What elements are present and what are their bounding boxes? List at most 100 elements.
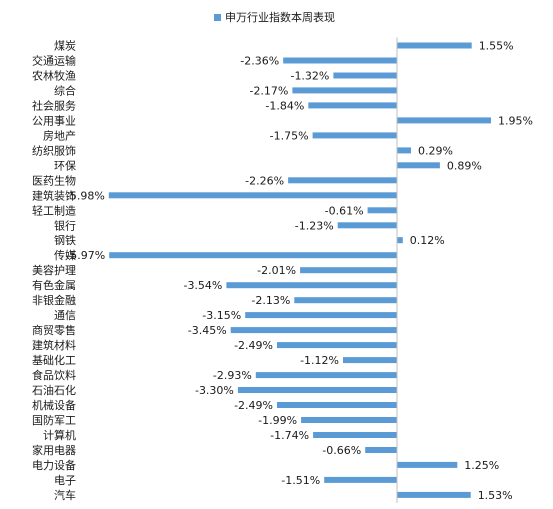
category-label: 家用电器	[32, 443, 76, 457]
category-label: 电力设备	[32, 458, 76, 472]
bar	[288, 177, 397, 184]
category-label: 基础化工	[32, 353, 76, 367]
bar	[230, 327, 397, 334]
category-label: 综合	[54, 83, 76, 97]
bar	[255, 372, 397, 379]
category-label: 机械设备	[32, 398, 76, 412]
category-label: 交通运输	[32, 53, 76, 67]
bar	[300, 267, 397, 274]
category-label: 非银金融	[32, 293, 76, 307]
category-label: 银行	[54, 218, 76, 232]
value-label: -2.36%	[240, 54, 279, 67]
bar	[294, 297, 397, 304]
bar	[292, 87, 397, 94]
category-label: 环保	[54, 158, 76, 172]
value-label: -3.30%	[195, 384, 234, 397]
category-label: 建筑材料	[32, 338, 76, 352]
legend-swatch	[214, 14, 221, 21]
bar	[397, 491, 471, 498]
category-label: 社会服务	[32, 98, 76, 112]
value-label: -2.01%	[257, 264, 296, 277]
bars	[108, 42, 491, 498]
category-label: 有色金属	[32, 278, 76, 292]
value-label: -2.93%	[213, 369, 252, 382]
legend: 申万行业指数本周表现	[214, 10, 335, 24]
value-label: -2.49%	[234, 339, 273, 352]
bar	[343, 357, 397, 364]
value-label: -2.26%	[245, 174, 284, 187]
bar	[397, 237, 403, 244]
bar	[312, 132, 397, 139]
bar	[308, 102, 397, 109]
category-label: 计算机	[43, 428, 76, 442]
category-label: 煤炭	[54, 40, 76, 53]
bar	[277, 402, 397, 408]
value-label: -5.98%	[66, 189, 105, 202]
category-label: 美容护理	[32, 263, 76, 277]
bar	[397, 461, 458, 468]
bar	[301, 417, 397, 423]
value-label: -0.61%	[325, 204, 364, 217]
bar	[226, 282, 397, 289]
bar	[277, 342, 397, 349]
value-labels: 1.55% -2.36% -1.32%-2.17% -1.84% 1.95% -1.75%…	[66, 40, 533, 502]
bar	[397, 42, 472, 49]
bar	[283, 57, 397, 64]
category-label: 钢铁	[54, 234, 76, 247]
category-label: 汽车	[54, 488, 76, 502]
category-label: 石油石化	[32, 383, 76, 397]
category-label: 公用事业	[32, 114, 76, 127]
value-label: 1.53%	[478, 489, 513, 502]
bar	[397, 117, 491, 124]
legend-label: 申万行业指数本周表现	[225, 10, 335, 24]
value-label: 0.89%	[447, 159, 482, 172]
category-label: 房地产	[43, 128, 76, 142]
category-label: 纺织服饰	[32, 143, 76, 157]
bar	[365, 447, 397, 453]
value-label: -2.17%	[249, 84, 288, 97]
value-label: 1.25%	[464, 459, 499, 472]
category-label: 传媒	[54, 249, 76, 262]
value-label: -1.75%	[270, 129, 309, 142]
value-label: 1.55%	[479, 40, 514, 53]
value-label: 0.29%	[418, 144, 453, 157]
category-label: 国防军工	[32, 413, 76, 427]
bar	[397, 147, 411, 154]
bar	[313, 432, 397, 438]
value-label: -1.32%	[290, 69, 329, 82]
value-label: -1.84%	[265, 99, 304, 112]
bar	[337, 222, 397, 229]
category-label: 医药生物	[32, 173, 76, 187]
category-label: 通信	[54, 309, 76, 322]
value-label: 1.95%	[498, 114, 533, 127]
category-label: 建筑装饰	[32, 188, 76, 202]
value-label: -1.51%	[281, 474, 320, 487]
value-label: -5.97%	[66, 249, 105, 262]
bar	[109, 252, 397, 259]
value-label: -1.99%	[258, 414, 297, 427]
bar	[245, 312, 397, 319]
value-label: -2.49%	[234, 399, 273, 412]
category-label: 商贸零售	[32, 323, 76, 337]
bar	[397, 162, 440, 169]
value-label: -3.15%	[202, 309, 241, 322]
value-label: -1.23%	[295, 219, 334, 232]
category-labels: 煤炭交通运输农林牧渔综合社会服务公用事业房地产纺织服饰环保医药生物建筑装饰轻工制…	[32, 40, 76, 502]
category-label: 农林牧渔	[32, 68, 76, 82]
value-label: -3.54%	[183, 279, 222, 292]
bar	[333, 72, 397, 79]
bar	[367, 207, 397, 214]
value-label: -2.13%	[251, 294, 290, 307]
value-label: -1.12%	[300, 354, 339, 367]
bar	[237, 387, 397, 393]
category-label: 轻工制造	[32, 203, 76, 217]
category-label: 电子	[54, 474, 76, 487]
value-label: -1.74%	[270, 429, 309, 442]
value-label: -0.66%	[322, 444, 361, 457]
value-label: -3.45%	[188, 324, 227, 337]
bar	[108, 192, 398, 199]
value-label: 0.12%	[410, 234, 445, 247]
category-label: 食品饮料	[32, 368, 76, 382]
bar	[324, 476, 397, 483]
